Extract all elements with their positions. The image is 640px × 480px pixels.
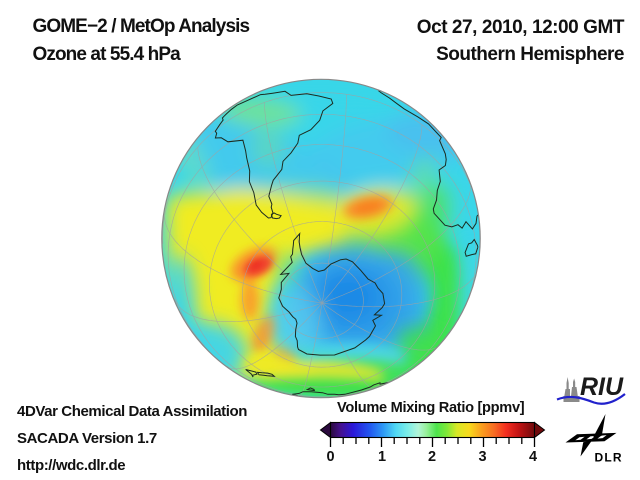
svg-text:RIU: RIU	[580, 373, 624, 401]
svg-text:DLR: DLR	[595, 451, 623, 465]
